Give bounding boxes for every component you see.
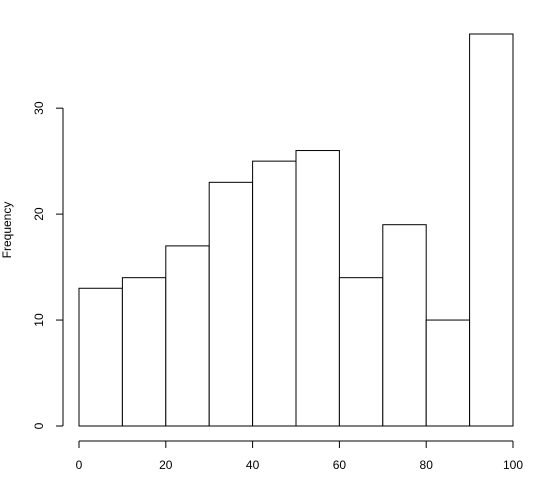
y-tick-label: 20 [32,207,46,221]
y-tick-label: 0 [32,422,46,429]
y-tick-label: 10 [32,313,46,327]
x-tick-label: 100 [503,458,523,472]
x-tick-label: 0 [76,458,83,472]
bar [208,181,254,427]
y-axis-label: Frequency [0,202,14,259]
bar [165,245,210,427]
x-tick-label: 20 [159,458,173,472]
bar [425,319,471,427]
y-tick-label: 30 [32,101,46,115]
bar [382,224,427,427]
bar [78,287,123,427]
x-tick-label: 40 [246,458,260,472]
bar [469,33,514,427]
bar [121,277,167,427]
x-tick-label: 80 [420,458,434,472]
bar [252,160,297,427]
bar [338,277,384,427]
bar [295,150,340,427]
x-tick-label: 60 [333,458,347,472]
